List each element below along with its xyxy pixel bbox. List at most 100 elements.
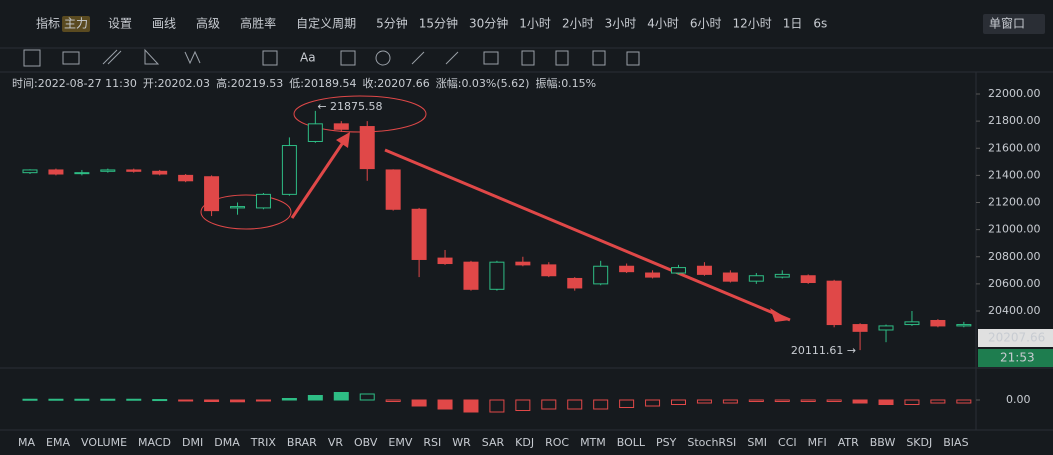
candle-body [852,324,868,332]
indicator-tab[interactable]: DMA [214,436,240,449]
candle-body [904,321,920,326]
macd-bar [48,398,64,401]
period-option[interactable]: 2小时 [562,17,594,31]
macd-bar [255,399,271,402]
macd-bar [748,399,764,402]
candle-body [800,275,816,284]
macd-bar [489,399,505,413]
indicator-tab[interactable]: ATR [838,436,859,449]
indicator-tab[interactable]: BIAS [943,436,968,449]
indicator-tab[interactable]: SKDJ [906,436,932,449]
badge-bg [62,16,91,32]
candle-body [645,272,661,278]
macd-bar [385,399,401,402]
indicator-tab[interactable]: MA [18,436,35,449]
indicator-tab[interactable]: EMA [46,436,70,449]
price-tag: 20207.66 [988,331,1045,345]
toolbar-item[interactable]: 高级 [196,16,220,31]
indicator-tab[interactable]: SAR [482,436,505,449]
indicator-tab[interactable]: TRIX [250,436,277,449]
candle-body [696,265,712,275]
indicator-tab[interactable]: SMI [747,436,767,449]
indicator-tab[interactable]: KDJ [515,436,534,449]
candle-body [126,169,142,172]
indicator-tab[interactable]: MFI [808,436,827,449]
period-option[interactable]: 30分钟 [469,16,508,31]
macd-bar [178,399,194,402]
candle-body [878,325,894,331]
macd-bar [515,399,531,411]
indicator-tab[interactable]: PSY [656,436,677,449]
info-value: 0.03%(5.62) [461,77,529,90]
candle-body [671,267,686,274]
macd-bar [463,399,479,413]
macd-bar [930,399,946,404]
indicator-tab[interactable]: CCI [778,436,797,449]
candle-body [411,208,427,260]
macd-bar [333,392,349,401]
toolbar-item[interactable]: 设置 [108,17,132,31]
y-tick-label: 21000.00 [988,223,1041,236]
candle-body [748,275,764,282]
candle-body [22,169,38,174]
indicator-tab[interactable]: MACD [138,436,171,449]
period-option[interactable]: 1日 [783,17,803,31]
period-option[interactable]: 6s [813,17,827,31]
period-option[interactable]: 1小时 [519,17,551,31]
indicator-tab[interactable]: VR [328,436,344,449]
candle-body [100,169,116,172]
indicator-tab[interactable]: StochRSI [687,436,736,449]
period-option[interactable]: 3小时 [605,17,637,31]
indicator-tab[interactable]: RSI [423,436,441,449]
macd-bar [100,398,116,401]
macd-bar [696,399,712,404]
period-option[interactable]: 15分钟 [419,16,458,31]
y-tick-label: 21800.00 [988,114,1041,127]
candle-body [489,261,505,290]
indicator-tab[interactable]: OBV [354,436,378,449]
macd-bar [800,399,816,402]
macd-bar [593,399,609,410]
toolbar-item[interactable]: 画线 [152,17,176,31]
period-option[interactable]: 12小时 [733,17,772,31]
candle-body [722,272,738,282]
candle-body [359,126,375,170]
candle-body [437,257,453,265]
macd-bar [878,399,894,405]
period-option[interactable]: 6小时 [690,17,722,31]
toolbar-item[interactable]: 指标 [36,16,60,31]
info-value: 20189.54 [304,77,357,90]
drawing-tools[interactable] [23,48,640,67]
indicator-tab[interactable]: VOLUME [81,436,127,449]
info-label: 高: [216,76,231,90]
macd-bar [152,399,168,402]
window-button[interactable]: 单窗口 [989,17,1025,31]
countdown: 21:53 [1000,351,1035,365]
candle-body [593,265,609,285]
toolbar-item[interactable]: 高胜率 [240,16,276,31]
candle-body [48,169,64,175]
indicator-tab[interactable]: BRAR [287,436,317,449]
macd-bar [22,398,38,401]
trend-arrow [290,134,350,219]
info-label: 振幅: [535,76,561,90]
arrow-head [770,308,790,322]
text-tool[interactable]: Aa [300,51,316,65]
indicator-tab[interactable]: EMV [388,436,412,449]
macd-bar [774,399,790,402]
macd-bar [852,399,868,404]
highlight-ellipse [200,194,292,230]
indicator-tab[interactable]: ROC [545,436,569,449]
badge[interactable]: 主力 [64,17,88,31]
indicator-tab[interactable]: WR [452,436,471,449]
info-label: 时间: [12,77,38,90]
arrow-head [336,132,350,148]
indicator-tab[interactable]: BOLL [617,436,646,449]
period-option[interactable]: 4小时 [647,17,679,31]
period-option[interactable]: 5分钟 [376,16,408,31]
macd-bar [437,399,453,410]
indicator-tab[interactable]: DMI [182,436,203,449]
indicator-tab[interactable]: MTM [580,436,606,449]
indicator-tab[interactable]: BBW [870,436,896,449]
toolbar-item[interactable]: 自定义周期 [296,16,356,31]
